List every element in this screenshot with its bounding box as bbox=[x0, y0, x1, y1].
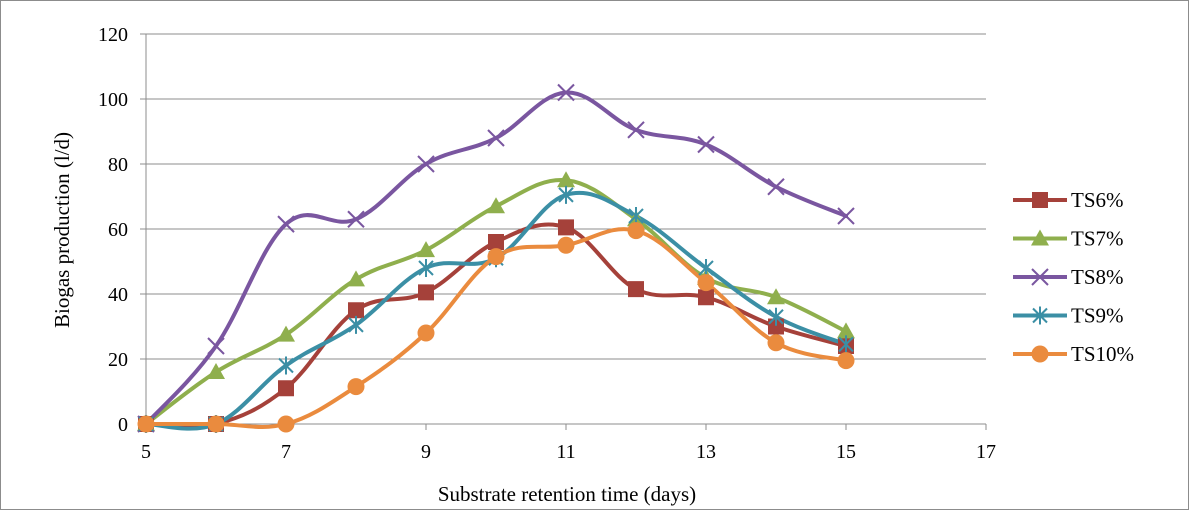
x-tick-label: 7 bbox=[281, 441, 291, 463]
data-point-ts8 bbox=[767, 178, 785, 196]
data-point-ts7 bbox=[277, 325, 295, 342]
legend: TS6% TS7% TS8% TS9% TS10% bbox=[1013, 188, 1134, 366]
x-tick-label: 9 bbox=[421, 441, 431, 463]
data-point-ts7 bbox=[487, 197, 505, 214]
legend-marker bbox=[1032, 192, 1048, 208]
data-point-ts8 bbox=[277, 215, 295, 233]
data-point-ts10 bbox=[557, 236, 575, 254]
data-point-ts6 bbox=[348, 302, 364, 319]
data-point-ts6 bbox=[488, 234, 504, 250]
data-point-ts6 bbox=[278, 380, 294, 397]
data-point-ts10 bbox=[767, 334, 785, 352]
data-point-ts6 bbox=[628, 281, 644, 298]
legend-marker bbox=[1032, 306, 1048, 325]
legend-label: TS9% bbox=[1071, 304, 1124, 328]
legend-label: TS8% bbox=[1071, 265, 1124, 289]
data-point-ts9 bbox=[628, 207, 644, 225]
data-point-ts10 bbox=[137, 415, 155, 433]
legend-label: TS10% bbox=[1071, 342, 1134, 366]
x-tick-labels: 5 7 9 11 13 15 17 bbox=[141, 441, 996, 463]
data-point-ts9 bbox=[698, 259, 714, 277]
series-markers bbox=[137, 83, 855, 433]
y-tick-label: 20 bbox=[108, 349, 128, 371]
data-point-ts9 bbox=[768, 307, 784, 326]
y-tick-label: 80 bbox=[108, 154, 128, 176]
data-point-ts7 bbox=[837, 322, 855, 339]
x-tick-label: 15 bbox=[836, 441, 856, 463]
y-tick-label: 60 bbox=[108, 219, 128, 241]
legend-label: TS6% bbox=[1071, 188, 1124, 212]
data-point-ts8 bbox=[557, 83, 575, 102]
legend-marker bbox=[1031, 229, 1049, 246]
y-axis-title: Biogas production (l/d) bbox=[50, 132, 74, 328]
data-point-ts10 bbox=[347, 378, 365, 396]
data-point-ts7 bbox=[557, 171, 575, 188]
y-tick-label: 40 bbox=[108, 284, 128, 306]
data-point-ts10 bbox=[487, 248, 505, 266]
y-tick-label: 120 bbox=[98, 24, 128, 46]
x-axis-title: Substrate retention time (days) bbox=[438, 482, 696, 506]
data-point-ts10 bbox=[277, 415, 295, 433]
data-point-ts10 bbox=[697, 274, 715, 292]
data-point-ts8 bbox=[487, 129, 505, 147]
data-point-ts9 bbox=[418, 259, 434, 277]
data-point-ts8 bbox=[347, 210, 365, 228]
data-point-ts10 bbox=[417, 324, 435, 342]
y-tick-label: 100 bbox=[98, 89, 128, 111]
series-line-ts8 bbox=[144, 90, 848, 426]
data-point-ts6 bbox=[418, 284, 434, 301]
data-point-ts7 bbox=[207, 363, 225, 379]
x-tick-label: 13 bbox=[696, 441, 716, 463]
data-point-ts7 bbox=[767, 288, 785, 305]
data-point-ts9 bbox=[838, 335, 854, 354]
data-point-ts10 bbox=[837, 352, 855, 370]
y-tick-label: 0 bbox=[118, 414, 128, 436]
data-point-ts9 bbox=[278, 356, 294, 375]
data-point-ts6 bbox=[768, 318, 784, 335]
legend-item-ts10: TS10% bbox=[1013, 342, 1134, 366]
data-point-ts6 bbox=[698, 289, 714, 306]
legend-item-ts8: TS8% bbox=[1013, 265, 1124, 289]
data-point-ts10 bbox=[627, 222, 645, 240]
legend-marker bbox=[1031, 268, 1049, 286]
legend-item-ts6: TS6% bbox=[1013, 188, 1124, 212]
legend-item-ts7: TS7% bbox=[1013, 227, 1124, 251]
data-point-ts7 bbox=[347, 270, 365, 287]
data-point-ts8 bbox=[627, 121, 645, 139]
legend-item-ts9: TS9% bbox=[1013, 304, 1124, 328]
data-point-ts8 bbox=[697, 135, 715, 154]
data-point-ts8 bbox=[417, 155, 435, 173]
data-point-ts9 bbox=[348, 315, 364, 334]
series-line-ts7 bbox=[144, 178, 848, 426]
y-tick-labels: 0 20 40 60 80 100 120 bbox=[98, 24, 128, 436]
legend-label: TS7% bbox=[1071, 227, 1124, 251]
x-tick-label: 17 bbox=[976, 441, 996, 463]
data-point-ts9 bbox=[558, 185, 574, 204]
legend-marker bbox=[1031, 345, 1049, 363]
data-point-ts7 bbox=[417, 241, 435, 258]
data-point-ts8 bbox=[207, 337, 225, 355]
data-point-ts10 bbox=[207, 415, 225, 433]
x-tick-label: 11 bbox=[556, 441, 575, 463]
data-point-ts8 bbox=[837, 207, 855, 225]
data-point-ts6 bbox=[558, 219, 574, 236]
x-tick-label: 5 bbox=[141, 441, 151, 463]
